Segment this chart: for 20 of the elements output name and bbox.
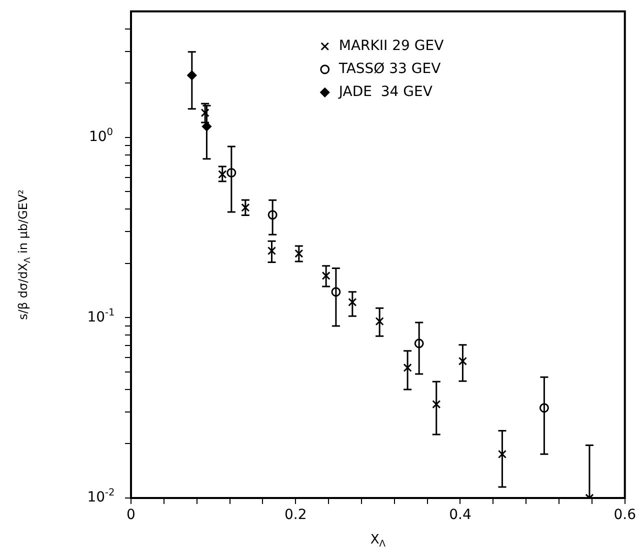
legend-label: MARKII 29 GEV [338,38,444,54]
point [322,271,330,280]
point [294,249,304,258]
legend-label: JADE 34 GEV [338,84,433,100]
x-tick-label: 0.2 [284,507,307,524]
point [218,170,227,179]
x-tick-label: 0.6 [614,507,636,524]
point [348,298,357,306]
x-tick-label: 0 [126,507,136,524]
point [458,356,467,366]
point [267,246,276,256]
legend-label: TASSØ 33 GEV [338,61,442,78]
point [498,450,507,458]
point [432,400,441,409]
x-tick-label: 0.4 [449,507,472,524]
point [375,317,384,326]
point [241,203,250,212]
y-axis-title: s/β dσ/dXΛ in μb/GEV² [16,189,32,320]
point [200,108,210,118]
point [403,363,412,372]
